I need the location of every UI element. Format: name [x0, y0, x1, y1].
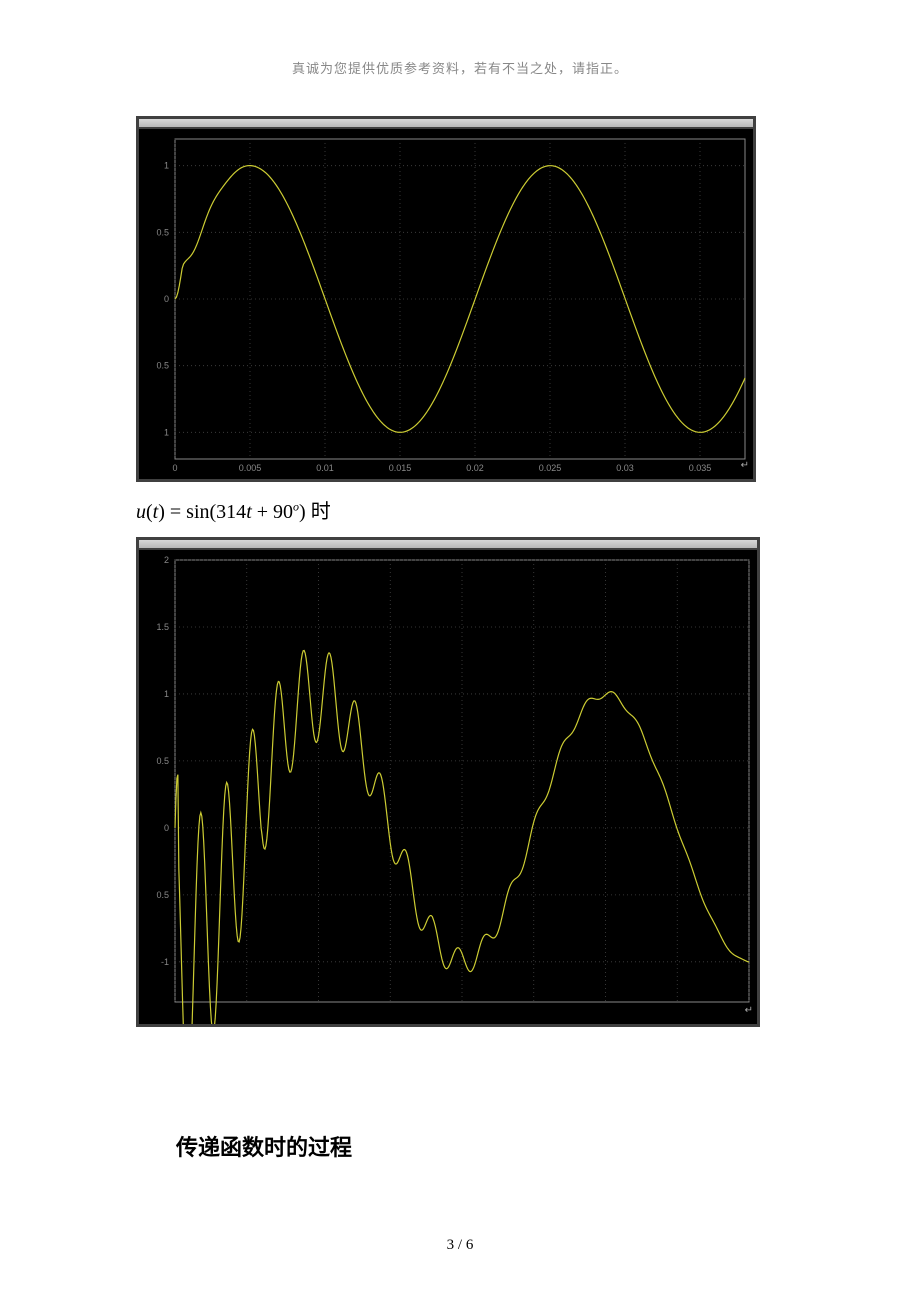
chart1-plot-area: 0 0.005 0.01 0.015 0.02 0.025 0.03 0.035 1 0.5 0 0.…: [139, 129, 753, 479]
svg-text:1: 1: [164, 161, 169, 171]
svg-text:0.01: 0.01: [316, 463, 334, 473]
section-heading: 传递函数时的过程: [176, 1130, 352, 1162]
cursor-indicator: ↵: [741, 460, 749, 471]
svg-text:0.02: 0.02: [466, 463, 484, 473]
svg-text:1.5: 1.5: [156, 622, 169, 632]
svg-text:0.015: 0.015: [389, 463, 412, 473]
svg-text:1: 1: [164, 689, 169, 699]
svg-text:0.03: 0.03: [616, 463, 634, 473]
svg-text:0.035: 0.035: [689, 463, 712, 473]
svg-text:0.5: 0.5: [156, 756, 169, 766]
page-header-note: 真诚为您提供优质参考资料，若有不当之处，请指正。: [0, 58, 920, 77]
scope-chart-2: -1 0.5 0 0.5 1 1.5 2 ↵: [136, 537, 760, 1027]
svg-text:-1: -1: [161, 957, 169, 967]
svg-text:0.5: 0.5: [156, 361, 169, 371]
chart2-titlebar: [139, 540, 757, 548]
svg-text:0.5: 0.5: [156, 890, 169, 900]
scope-chart-1: 0 0.005 0.01 0.015 0.02 0.025 0.03 0.035 1 0.5 0 0.…: [136, 116, 756, 482]
cursor-indicator: ↵: [745, 1005, 753, 1016]
chart2-plot-area: -1 0.5 0 0.5 1 1.5 2 ↵: [139, 550, 757, 1024]
page-number: 3 / 6: [0, 1237, 920, 1254]
svg-text:0: 0: [164, 294, 169, 304]
formula-text: u(t) = sin(314t + 90o) 时: [136, 495, 331, 524]
svg-text:1: 1: [164, 427, 169, 437]
svg-text:0: 0: [172, 463, 177, 473]
svg-text:2: 2: [164, 555, 169, 565]
svg-text:0.5: 0.5: [156, 227, 169, 237]
svg-text:0.025: 0.025: [539, 463, 562, 473]
chart1-svg: 0 0.005 0.01 0.015 0.02 0.025 0.03 0.035 1 0.5 0 0.…: [139, 129, 753, 479]
svg-text:0.005: 0.005: [239, 463, 262, 473]
chart2-svg: -1 0.5 0 0.5 1 1.5 2: [139, 550, 757, 1024]
svg-text:0: 0: [164, 823, 169, 833]
chart1-titlebar: [139, 119, 753, 127]
